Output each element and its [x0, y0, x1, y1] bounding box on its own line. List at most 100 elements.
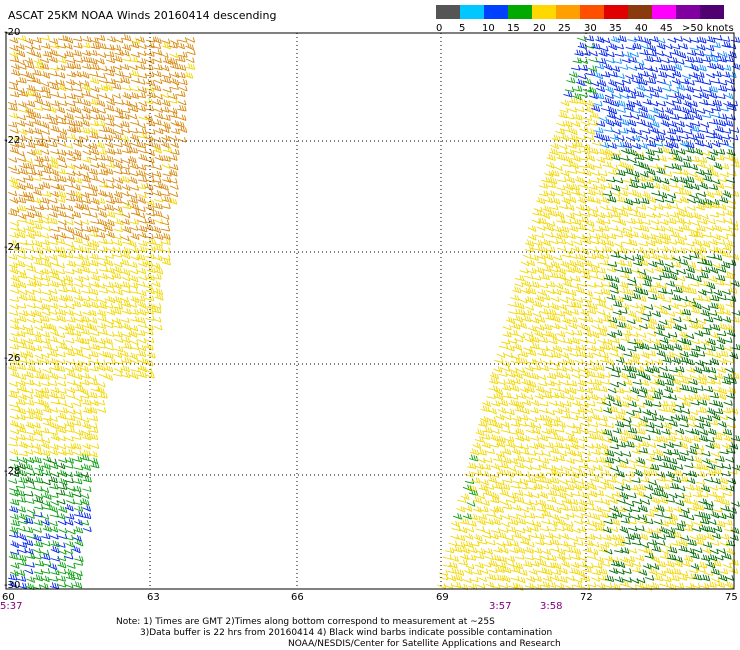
wind-barb — [41, 462, 51, 470]
wind-barb — [675, 237, 685, 246]
wind-barb — [610, 251, 621, 258]
wind-barb — [65, 234, 75, 240]
wind-barb — [587, 432, 597, 440]
wind-barb — [633, 129, 642, 136]
wind-barb — [97, 315, 107, 322]
wind-barb — [121, 85, 132, 91]
wind-barb — [627, 518, 637, 525]
wind-barb — [24, 135, 33, 142]
wind-barb — [74, 113, 84, 120]
wind-barb — [718, 357, 728, 365]
wind-barb — [681, 308, 692, 316]
wind-barb — [48, 141, 58, 148]
wind-barb — [105, 44, 115, 51]
wind-barb — [33, 58, 43, 65]
wind-barb — [668, 203, 679, 209]
wind-barb — [80, 246, 90, 254]
wind-barb — [727, 198, 737, 205]
wind-barb — [616, 107, 626, 113]
wind-barb — [65, 226, 75, 234]
wind-barb — [569, 442, 579, 450]
wind-barb — [550, 322, 560, 330]
wind-barb — [711, 41, 721, 49]
wind-barb — [492, 554, 502, 562]
wind-barb — [40, 315, 50, 322]
wind-barb — [104, 141, 114, 149]
wind-barb — [603, 462, 613, 469]
wind-barb — [703, 51, 713, 57]
wind-barb — [503, 477, 513, 484]
wind-barb — [151, 43, 162, 50]
wind-barb — [106, 78, 116, 85]
wind-barb — [564, 524, 574, 533]
wind-barb — [473, 533, 483, 542]
wind-barb — [55, 183, 65, 191]
wind-barb — [514, 281, 524, 288]
wind-barb — [665, 280, 675, 287]
wind-barb — [589, 147, 599, 155]
wind-barb — [582, 415, 593, 422]
wind-barb — [550, 142, 560, 150]
wind-barb — [16, 230, 26, 239]
legend-swatch-2 — [484, 5, 508, 19]
wind-barb — [512, 504, 522, 512]
wind-barb — [692, 93, 702, 99]
wind-barb — [8, 112, 19, 119]
wind-barb — [588, 246, 598, 252]
wind-barb — [580, 574, 591, 582]
wind-barb — [566, 541, 576, 548]
wind-barb — [456, 534, 466, 542]
wind-barb — [169, 191, 179, 198]
wind-barb — [574, 49, 584, 57]
wind-barb — [667, 553, 677, 561]
wind-barb — [666, 64, 676, 72]
wind-barb — [630, 356, 640, 365]
wind-barb — [48, 575, 59, 582]
wind-barb — [685, 141, 695, 149]
wind-barb — [504, 535, 514, 541]
wind-barb — [660, 57, 670, 64]
lat-label-26: -26 — [4, 353, 21, 364]
wind-barb — [639, 532, 649, 541]
wind-barb — [508, 367, 518, 374]
wind-barb — [114, 157, 123, 164]
wind-barb — [626, 371, 637, 379]
wind-barb — [636, 577, 646, 584]
wind-barb — [553, 344, 563, 353]
wind-barb — [721, 250, 732, 258]
wind-barb — [524, 394, 534, 400]
wind-barb — [98, 392, 108, 399]
wind-barb — [585, 162, 595, 171]
wind-barb — [683, 100, 692, 108]
wind-barb — [630, 197, 641, 205]
wind-barb — [595, 519, 606, 527]
wind-barb — [637, 295, 647, 302]
wind-barb — [506, 497, 516, 504]
wind-barb — [546, 190, 556, 197]
wind-barb — [725, 512, 735, 520]
wind-barb — [160, 126, 170, 134]
wind-barb — [590, 170, 601, 176]
wind-barb — [137, 128, 147, 135]
wind-barb — [144, 105, 155, 112]
wind-barb — [582, 87, 592, 93]
wind-barb — [675, 402, 685, 409]
wind-barb — [577, 42, 587, 50]
wind-barb — [501, 384, 512, 391]
wind-barb — [542, 323, 552, 331]
wind-barb — [625, 555, 636, 563]
wind-barb — [73, 373, 83, 380]
wind-barb — [712, 379, 722, 385]
wind-barb — [603, 63, 613, 71]
wind-barb — [25, 211, 35, 219]
wind-barb — [610, 381, 620, 388]
wind-barb — [65, 349, 75, 357]
wind-barb — [607, 512, 618, 519]
wind-barb — [672, 256, 682, 262]
wind-barb — [680, 377, 690, 385]
wind-barb — [496, 435, 506, 443]
wind-barb — [18, 128, 28, 136]
wind-barb — [152, 273, 162, 280]
wind-barb — [718, 323, 728, 330]
wind-barb — [658, 319, 668, 326]
